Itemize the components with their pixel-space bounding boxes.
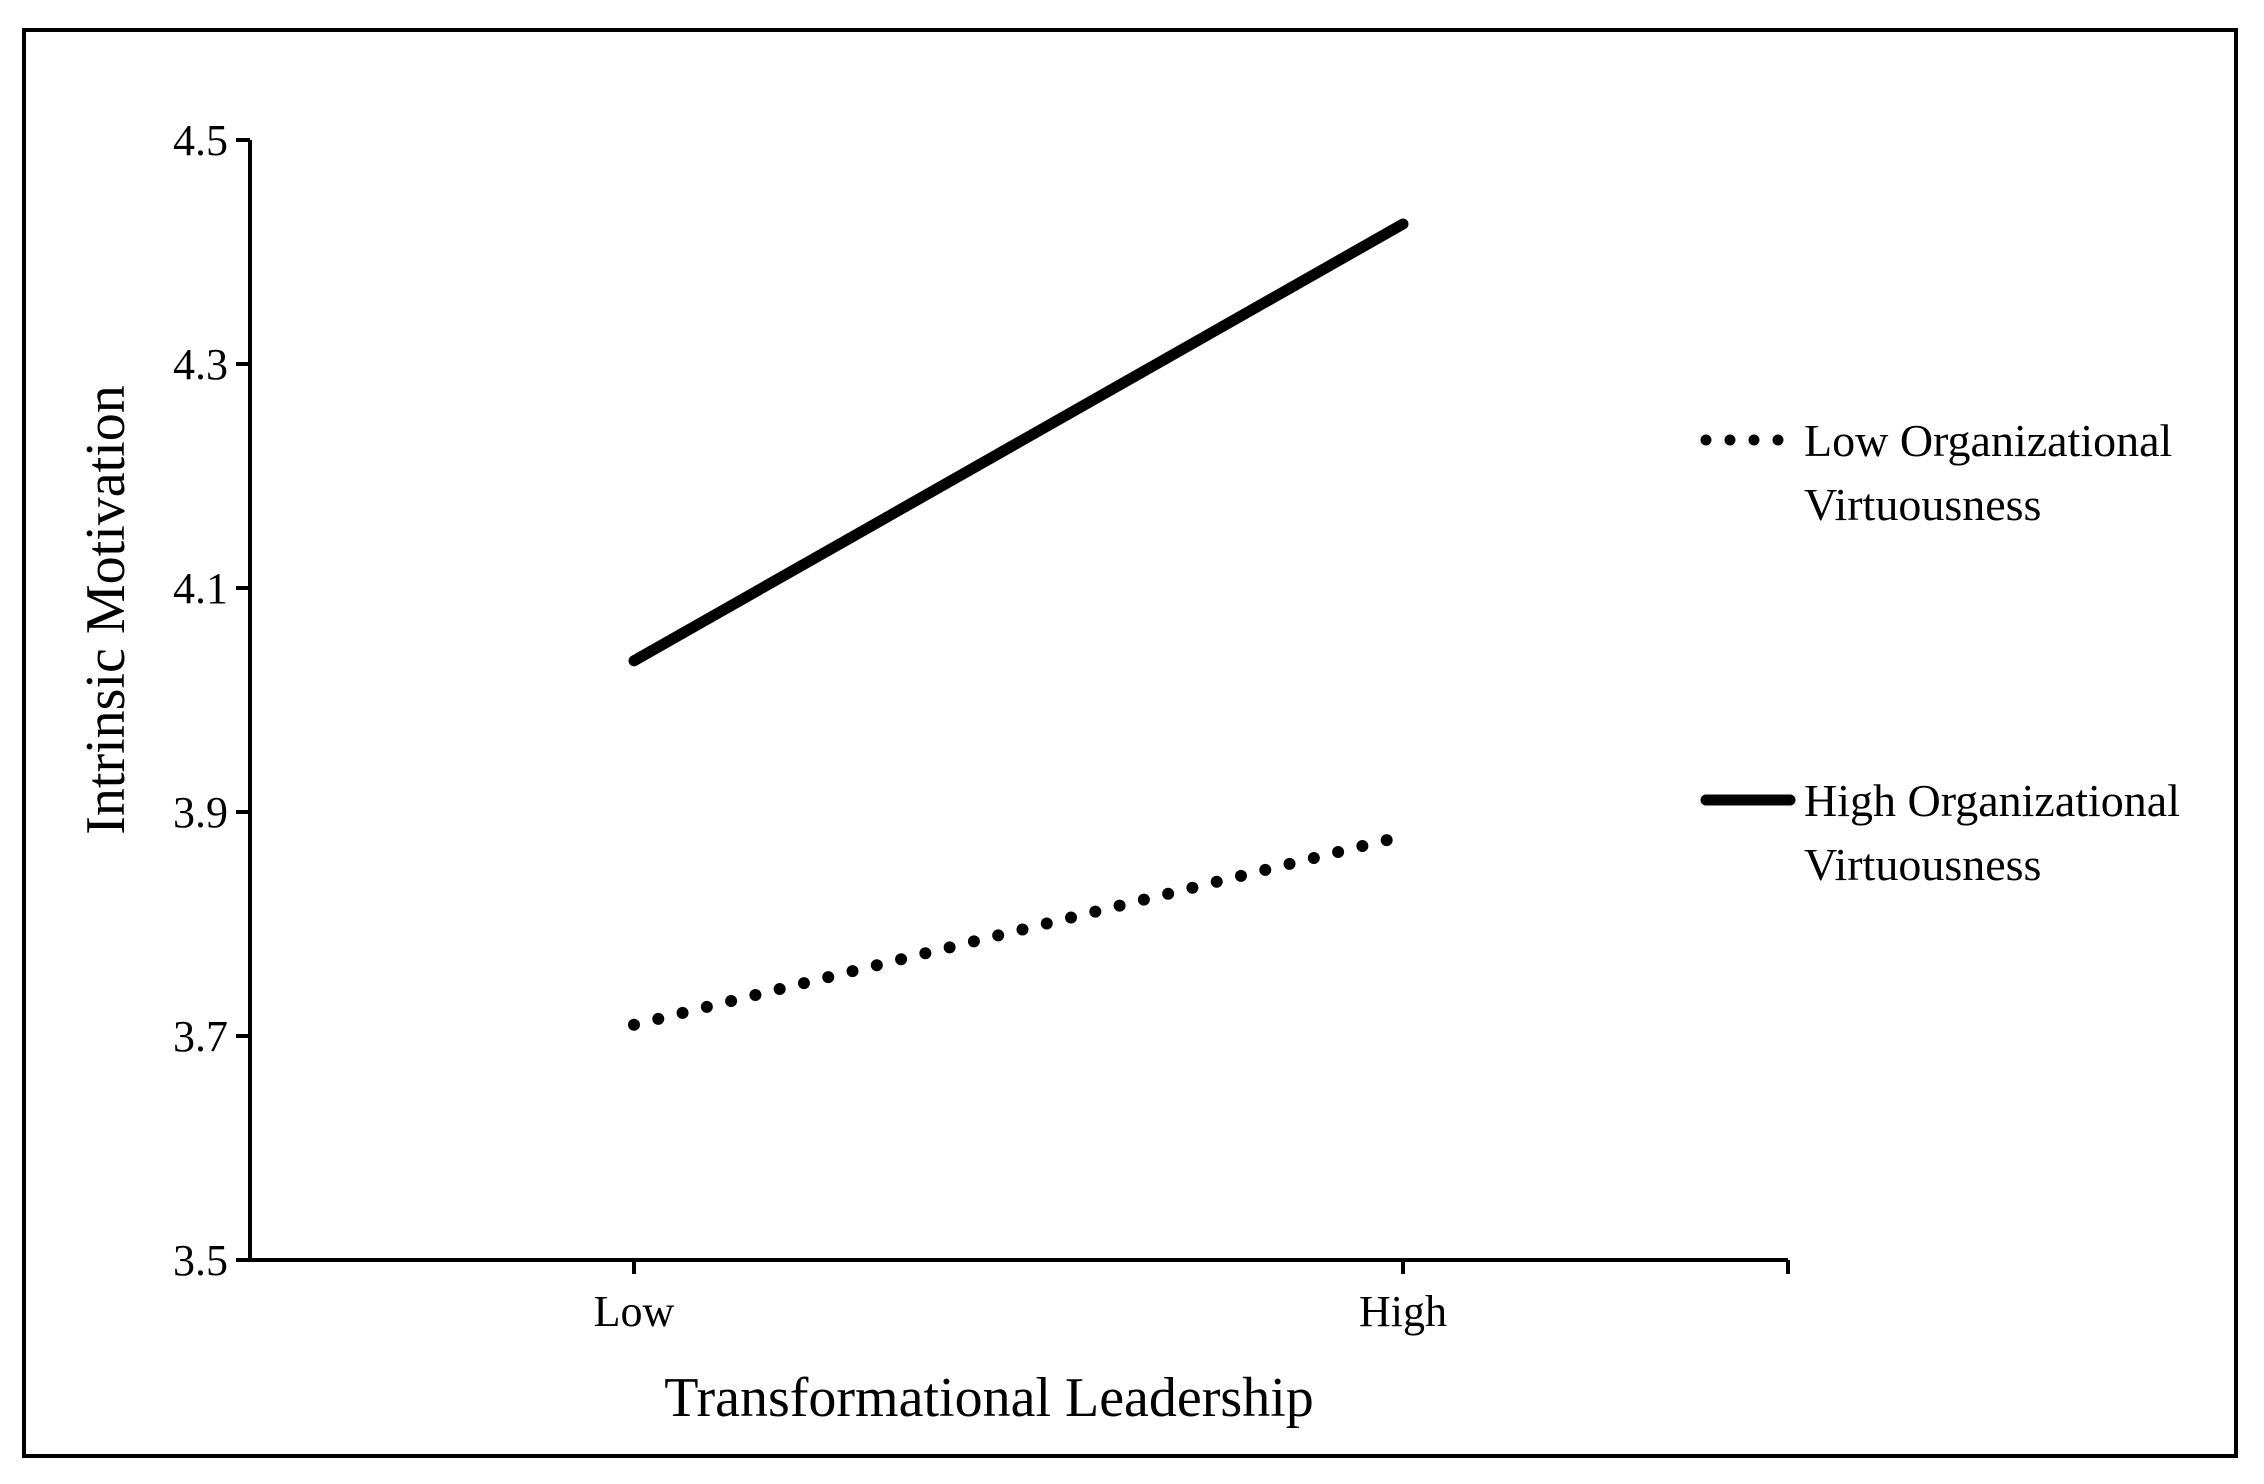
- legend-label: Low Organizational Virtuousness: [1804, 415, 2172, 530]
- y-tick-label: 3.9: [173, 788, 228, 837]
- legend-label: High Organizational Virtuousness: [1804, 775, 2180, 890]
- legend-label-line: Virtuousness: [1804, 839, 2041, 890]
- x-tick-label: Low: [594, 1287, 675, 1336]
- y-tick-label: 3.5: [173, 1236, 228, 1285]
- x-tick-label: High: [1359, 1287, 1447, 1336]
- chart-frame: [22, 28, 2238, 1458]
- y-tick-label: 4.3: [173, 340, 228, 389]
- series-line-low-virtuousness: [628, 834, 1393, 1031]
- series-lines: [628, 218, 1409, 1031]
- y-tick-label: 4.1: [173, 564, 228, 613]
- series-line-high-virtuousness: [628, 218, 1409, 667]
- y-tick-label: 4.5: [173, 116, 228, 165]
- legend-label-line: Virtuousness: [1804, 479, 2041, 530]
- x-ticks: Low High: [594, 1260, 1790, 1336]
- x-axis-title: Transformational Leadership: [664, 1367, 1314, 1429]
- y-ticks: 3.5 3.7 3.9 4.1 4.3 4.5: [173, 116, 250, 1285]
- y-tick-label: 3.7: [173, 1012, 228, 1061]
- y-axis-title: Intrinsic Motivation: [75, 385, 137, 835]
- legend-label-line: High Organizational: [1804, 775, 2180, 826]
- legend-label-line: Low Organizational: [1804, 415, 2172, 466]
